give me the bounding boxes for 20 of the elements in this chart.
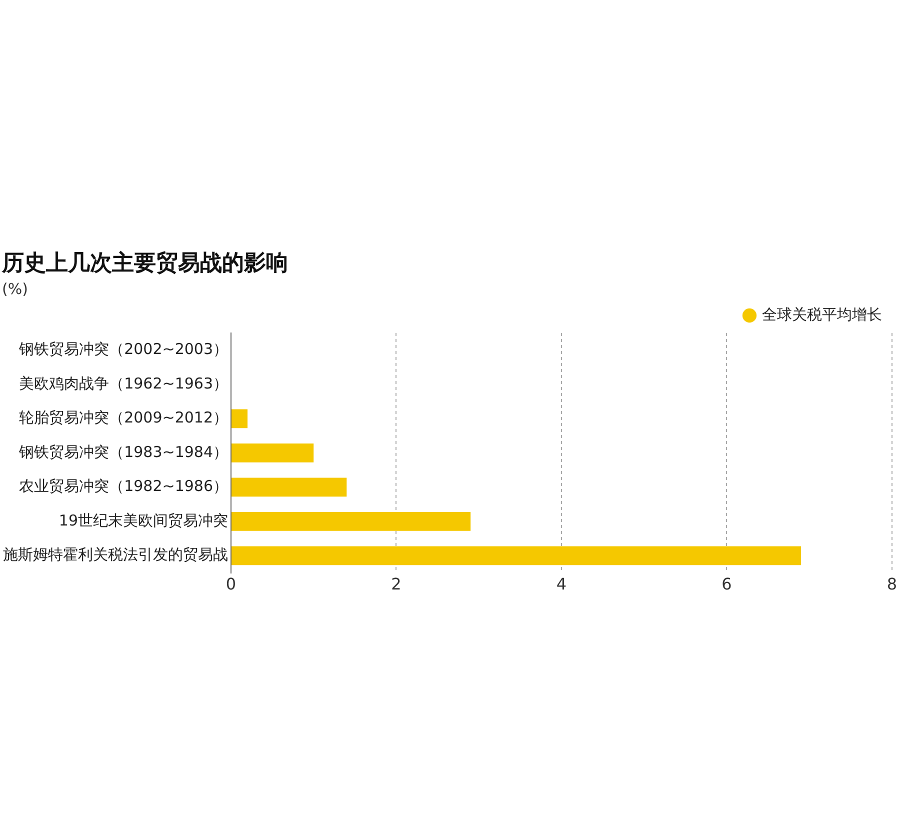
text: (%) (2, 280, 29, 298)
bar (232, 546, 802, 566)
bar (232, 443, 314, 462)
y-tick-label: 农业贸易冲突（1982~1986） (19, 477, 228, 496)
x-tick-label: 6 (722, 574, 732, 594)
y-tick-label: 施斯姆特霍利关税法引发的贸易战 (3, 546, 228, 564)
chart-title: 历史上几次主要贸易战的影响 (2, 250, 289, 278)
bar (232, 478, 347, 497)
y-tick-label: 轮胎贸易冲突（2009~2012） (19, 408, 228, 427)
y-tick-label: 钢铁贸易冲突（1983~1984） (18, 442, 228, 461)
legend-label: 全球关税平均增长 (762, 305, 882, 324)
x-tick-label: 0 (226, 574, 236, 594)
x-tick-label: 2 (391, 574, 402, 594)
bar (232, 512, 471, 531)
y-tick-label: 19世纪末美欧间贸易冲突 (58, 511, 228, 530)
x-tick-label: 8 (886, 574, 898, 594)
y-tick-label: 美欧鸡肉战争（1962~1963） (19, 374, 228, 392)
bar (232, 409, 248, 428)
x-tick-label: 4 (556, 574, 567, 594)
y-tick-label: 钢铁贸易冲突（2002~2003） (18, 340, 228, 358)
